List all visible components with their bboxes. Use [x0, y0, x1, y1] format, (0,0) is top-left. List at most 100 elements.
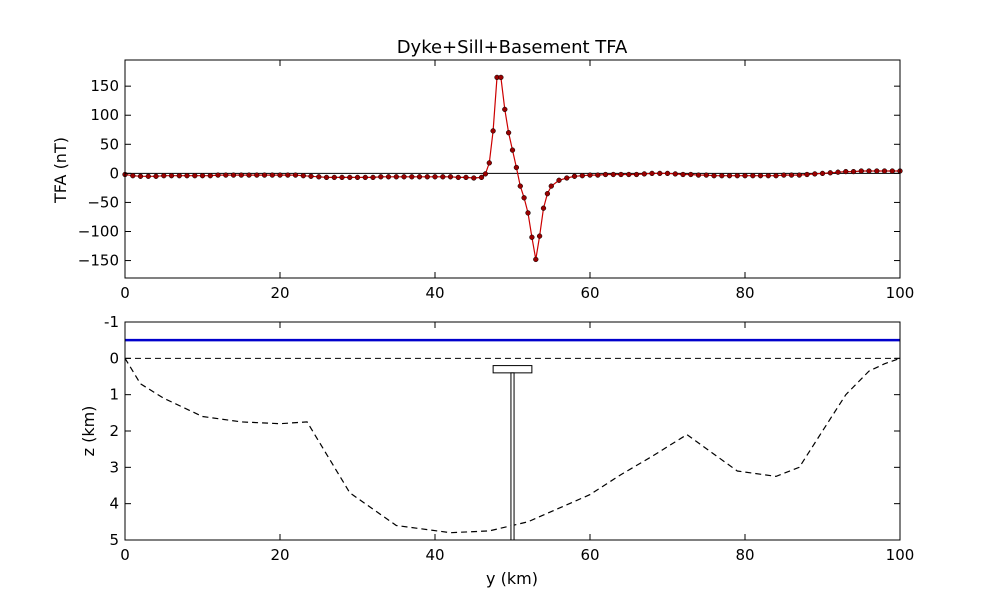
tfa-data-point [688, 171, 694, 178]
tfa-data-point [316, 174, 322, 180]
tfa-data-point [176, 173, 182, 179]
tfa-data-point [246, 172, 252, 178]
tfa-data-point [695, 172, 702, 178]
tfa-data-point [773, 173, 779, 179]
model-x-tick-label: 20 [270, 546, 289, 564]
model-x-tick-label: 100 [886, 546, 915, 564]
tfa-data-point [517, 183, 523, 189]
tfa-data-point [843, 168, 849, 175]
tfa-data-point [595, 172, 601, 178]
tfa-data-point [401, 174, 407, 180]
model-y-tick-label: 2 [109, 422, 119, 440]
tfa-data-point [385, 174, 392, 180]
model-y-axis-label: z (km) [79, 406, 98, 457]
tfa-data-point [812, 171, 818, 177]
tfa-data-point [145, 173, 151, 179]
tfa-data-point [440, 174, 446, 180]
tfa-data-point [742, 173, 748, 179]
tfa-data-point [664, 170, 671, 177]
model-panel: -1 0 1 2 3 4 5 0 20 40 60 80 100 z (km) y (km) [79, 313, 914, 588]
tfa-data-point [409, 174, 415, 180]
tfa-data-point [804, 171, 810, 178]
model-y-tick-labels: -1 0 1 2 3 4 5 [104, 313, 119, 549]
tfa-data-point [889, 168, 895, 174]
tfa-data-point [866, 168, 872, 174]
tfa-data-point [370, 174, 376, 181]
tfa-data-point [672, 171, 678, 177]
tfa-data-point [513, 164, 520, 171]
tfa-data-point [564, 175, 570, 181]
tfa-data-point [137, 173, 144, 179]
tfa-x-tick-label: 20 [270, 284, 289, 302]
tfa-data-point [544, 191, 551, 197]
tfa-data-point [618, 171, 624, 178]
tfa-data-point [424, 174, 430, 180]
tfa-data-point [300, 173, 306, 179]
tfa-x-tick-label: 60 [580, 284, 599, 302]
tfa-data-point [711, 173, 717, 179]
tfa-data-point [168, 173, 175, 179]
tfa-data-point [533, 256, 539, 263]
tfa-data-point [463, 174, 469, 181]
tfa-data-point [207, 173, 213, 179]
tfa-data-point [796, 172, 802, 178]
tfa-y-tick-label: 0 [109, 164, 119, 182]
tfa-data-point [339, 174, 345, 181]
tfa-data-point [502, 106, 508, 113]
tfa-data-point [393, 174, 399, 180]
tfa-data-point [657, 170, 663, 177]
tfa-data-point [215, 172, 221, 178]
tfa-data-point [331, 174, 337, 181]
basement-line [124, 357, 901, 534]
tfa-data-point [850, 168, 857, 175]
tfa-data-point [269, 172, 275, 178]
model-y-tick-label: 3 [109, 458, 119, 476]
tfa-data-point [781, 172, 787, 178]
tfa-x-tick-label: 0 [120, 284, 130, 302]
tfa-data-point [540, 205, 547, 211]
chart-title: Dyke+Sill+Basement TFA [397, 37, 628, 58]
tfa-data-point [641, 171, 647, 177]
tfa-data-point [230, 172, 237, 178]
tfa-data-point [354, 174, 361, 181]
tfa-data-point [827, 170, 833, 176]
tfa-y-tick-label: 100 [90, 106, 119, 124]
tfa-data-point [874, 168, 880, 174]
tfa-data-point [432, 174, 438, 180]
tfa-data-point [726, 173, 733, 179]
tfa-data-point [719, 173, 725, 179]
model-y-tick-label: 5 [109, 531, 119, 549]
tfa-data-point [734, 173, 740, 179]
tfa-data-point [482, 171, 489, 177]
tfa-data-point [308, 173, 314, 179]
tfa-data-point [525, 210, 531, 216]
tfa-series-line [124, 76, 900, 260]
tfa-data-point [835, 169, 841, 175]
model-y-tick-label: 4 [109, 495, 119, 513]
tfa-data-point [788, 172, 795, 178]
model-x-tick-labels: 0 20 40 60 80 100 [120, 546, 914, 564]
tfa-data-point [471, 175, 477, 181]
tfa-y-tick-label: −50 [87, 193, 119, 211]
tfa-y-tick-label: 50 [100, 135, 119, 153]
model-y-tick-label: 1 [109, 386, 119, 404]
model-x-tick-label: 40 [425, 546, 444, 564]
tfa-data-point [223, 172, 229, 178]
model-x-axis-label: y (km) [486, 569, 538, 588]
tfa-data-point [455, 174, 461, 181]
tfa-data-point [130, 173, 136, 179]
tfa-x-tick-labels: 0 20 40 60 80 100 [120, 284, 914, 302]
model-y-tick-label: -1 [104, 313, 119, 331]
tfa-data-point [757, 173, 764, 179]
tfa-data-point [703, 172, 709, 178]
tfa-data-point [765, 173, 771, 179]
tfa-data-point [633, 171, 640, 178]
tfa-y-tick-label: −150 [78, 252, 119, 270]
tfa-data-point [277, 172, 283, 178]
tfa-data-point [478, 174, 485, 181]
tfa-data-point [881, 168, 888, 174]
tfa-x-tick-label: 80 [735, 284, 754, 302]
tfa-data-point [521, 195, 527, 201]
tfa-data-point [750, 173, 756, 179]
